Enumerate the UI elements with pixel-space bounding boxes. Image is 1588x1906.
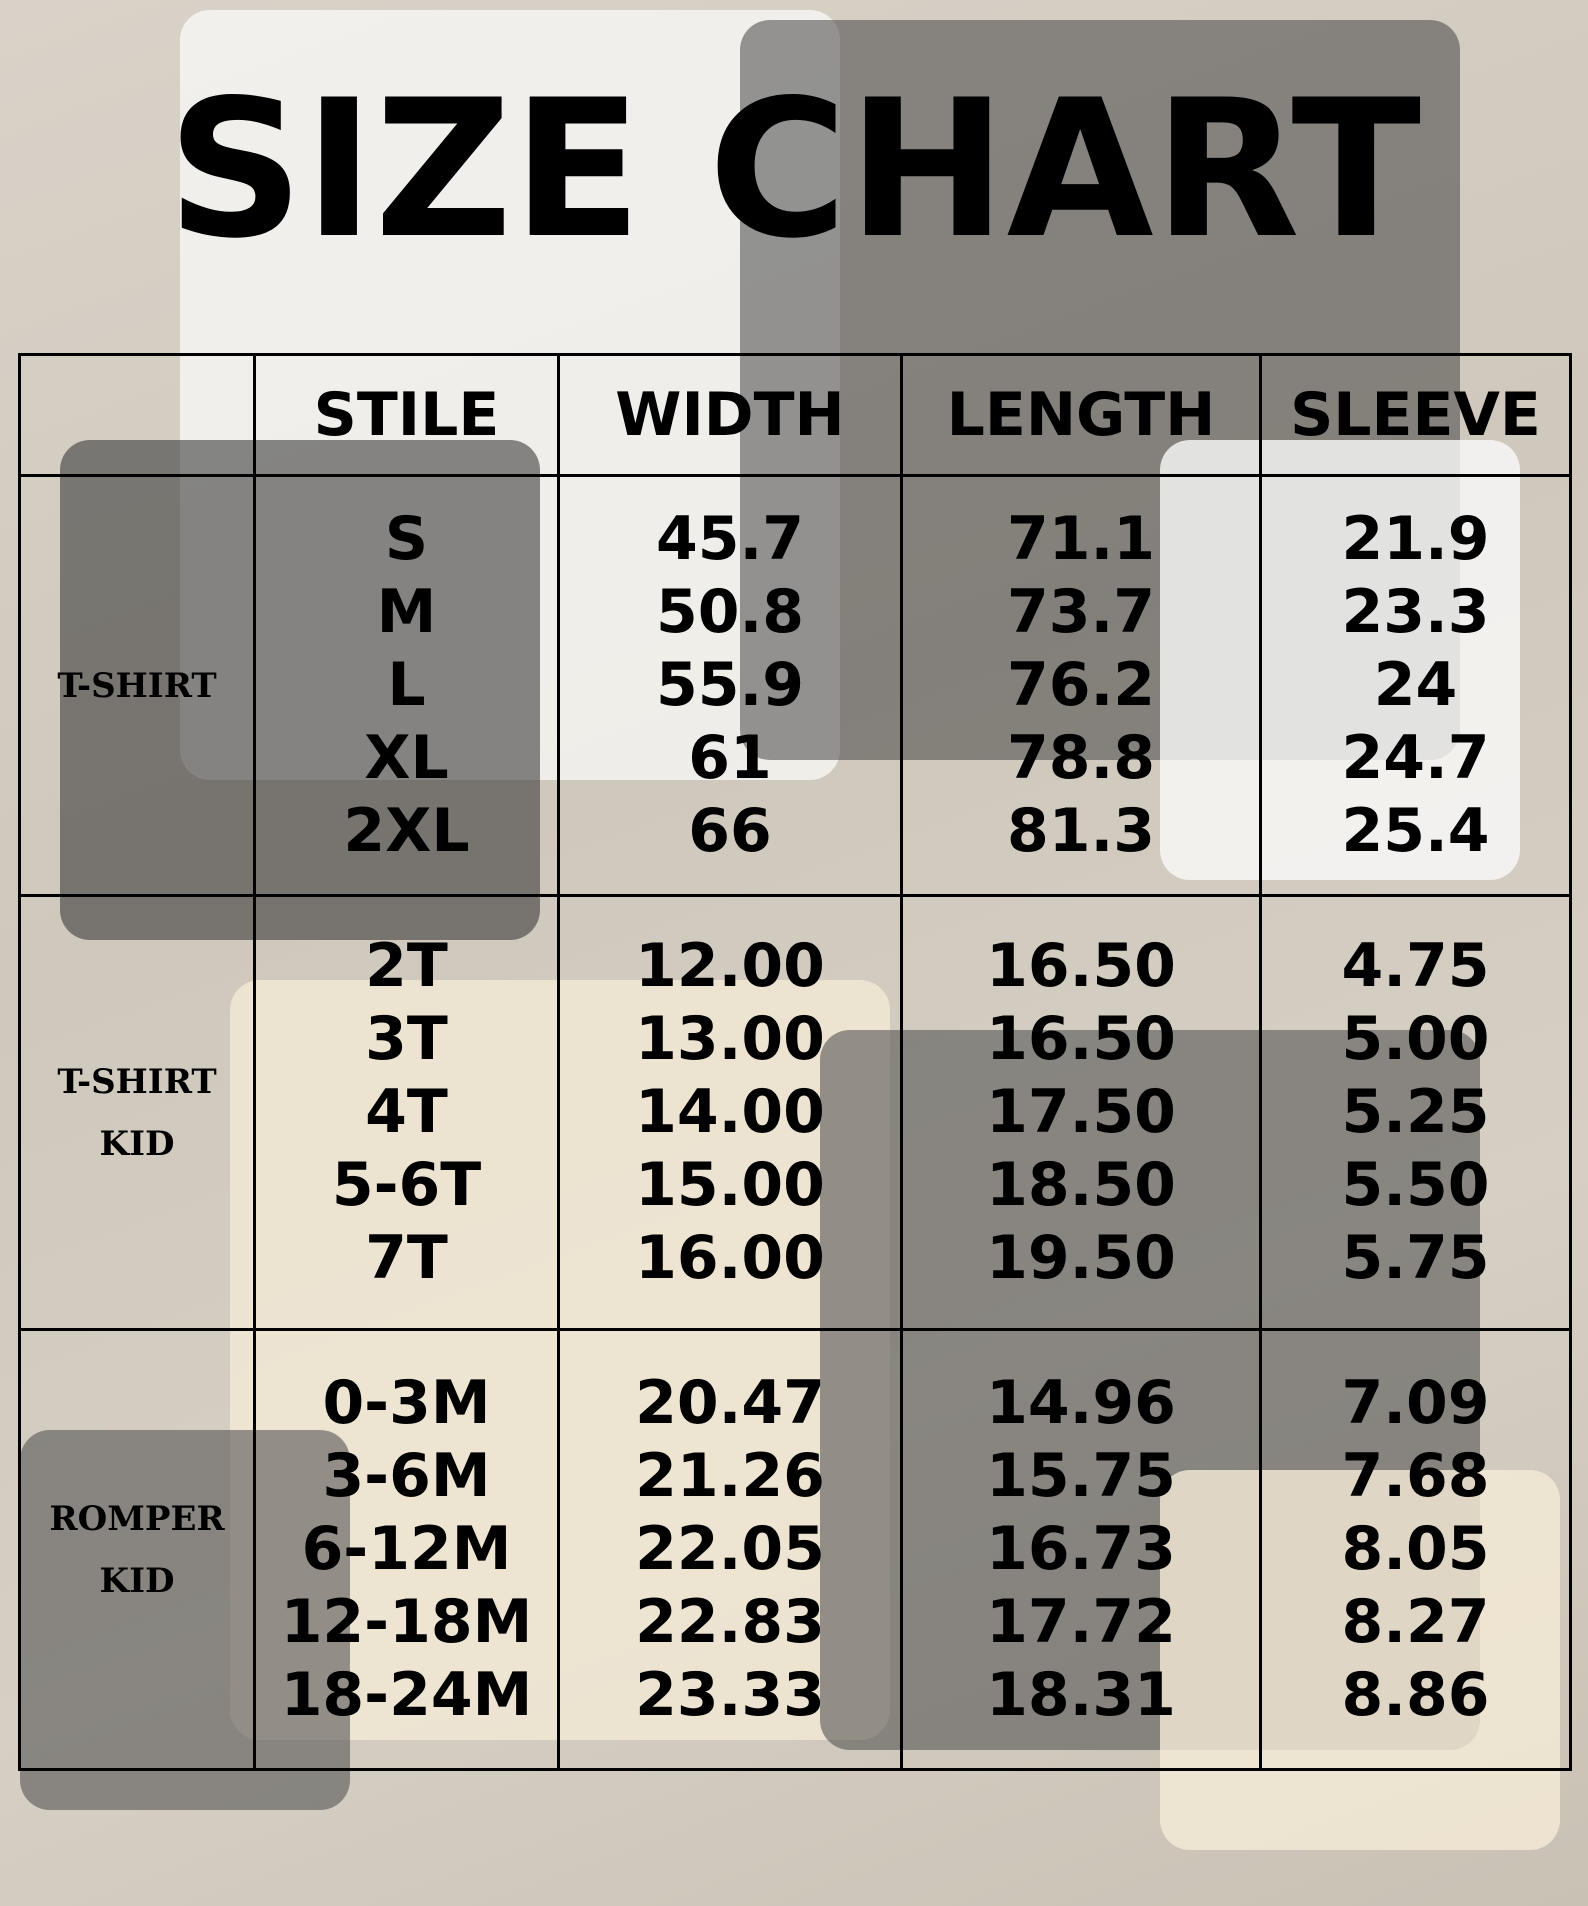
sleeve-cell: 21.9 23.3 24 24.7 25.4 [1259, 474, 1572, 897]
width-value: 61 [688, 723, 772, 793]
length-value: 71.1 [1006, 504, 1156, 574]
sleeve-cell: 7.09 7.68 8.05 8.27 8.86 [1259, 1328, 1572, 1771]
header-empty [18, 353, 256, 477]
header-width: WIDTH [557, 353, 903, 477]
page-title: SIZE CHART [166, 59, 1422, 280]
header-row: STILE WIDTH LENGTH SLEEVE [18, 353, 1572, 477]
width-value: 20.47 [635, 1368, 825, 1438]
header-sleeve: SLEEVE [1259, 353, 1572, 477]
stile-value: S [384, 504, 429, 574]
category-label: ROMPER KID [18, 1328, 256, 1771]
category-label: T-SHIRT [18, 474, 256, 897]
width-value: 45.7 [655, 504, 805, 574]
stile-value: 4T [365, 1077, 448, 1147]
length-value: 16.50 [986, 931, 1176, 1001]
width-value: 13.00 [635, 1004, 825, 1074]
length-cell: 14.96 15.75 16.73 17.72 18.31 [900, 1328, 1262, 1771]
width-value: 23.33 [635, 1660, 825, 1730]
stile-cell: 2T 3T 4T 5-6T 7T [253, 894, 560, 1331]
width-value: 12.00 [635, 931, 825, 1001]
width-cell: 20.47 21.26 22.05 22.83 23.33 [557, 1328, 903, 1771]
sleeve-value: 7.09 [1341, 1368, 1490, 1438]
stile-value: 18-24M [280, 1660, 533, 1730]
width-cell: 12.00 13.00 14.00 15.00 16.00 [557, 894, 903, 1331]
width-value: 55.9 [655, 650, 805, 720]
sleeve-value: 8.27 [1341, 1587, 1490, 1657]
length-value: 16.73 [986, 1514, 1176, 1584]
stile-value: 3T [365, 1004, 448, 1074]
length-value: 73.7 [1006, 577, 1156, 647]
category-label: T-SHIRT KID [18, 894, 256, 1331]
width-cell: 45.7 50.8 55.9 61 66 [557, 474, 903, 897]
length-cell: 71.1 73.7 76.2 78.8 81.3 [900, 474, 1262, 897]
header-length: LENGTH [900, 353, 1262, 477]
table-row: ROMPER KID 0-3M 3-6M 6-12M 12-18M 18-24M 20.47… [18, 1328, 1572, 1771]
length-value: 16.50 [986, 1004, 1176, 1074]
length-value: 17.72 [986, 1587, 1176, 1657]
sleeve-value: 5.50 [1341, 1150, 1490, 1220]
header-stile: STILE [253, 353, 560, 477]
stile-cell: S M L XL 2XL [253, 474, 560, 897]
width-value: 14.00 [635, 1077, 825, 1147]
stile-value: 5-6T [331, 1150, 482, 1220]
sleeve-value: 8.86 [1341, 1660, 1490, 1730]
stile-value: XL [364, 723, 449, 793]
length-value: 81.3 [1006, 796, 1156, 866]
length-value: 17.50 [986, 1077, 1176, 1147]
stile-value: 0-3M [322, 1368, 491, 1438]
sleeve-value: 7.68 [1341, 1441, 1490, 1511]
stile-value: 6-12M [301, 1514, 512, 1584]
sleeve-value: 25.4 [1341, 796, 1490, 866]
stile-value: L [387, 650, 426, 720]
length-cell: 16.50 16.50 17.50 18.50 19.50 [900, 894, 1262, 1331]
width-value: 50.8 [655, 577, 805, 647]
width-value: 66 [688, 796, 772, 866]
sleeve-value: 23.3 [1341, 577, 1490, 647]
length-value: 19.50 [986, 1223, 1176, 1293]
sleeve-value: 24 [1373, 650, 1458, 720]
stile-value: 2T [365, 931, 448, 1001]
width-value: 15.00 [635, 1150, 825, 1220]
width-value: 22.05 [635, 1514, 825, 1584]
length-value: 76.2 [1006, 650, 1156, 720]
stile-value: M [376, 577, 437, 647]
stile-value: 3-6M [322, 1441, 491, 1511]
length-value: 15.75 [986, 1441, 1176, 1511]
table-row: T-SHIRT S M L XL 2XL 45.7 50.8 55.9 61 66 71.1 73.7 7… [18, 474, 1572, 897]
stile-cell: 0-3M 3-6M 6-12M 12-18M 18-24M [253, 1328, 560, 1771]
width-value: 21.26 [635, 1441, 825, 1511]
stile-value: 12-18M [280, 1587, 533, 1657]
sleeve-cell: 4.75 5.00 5.25 5.50 5.75 [1259, 894, 1572, 1331]
width-value: 16.00 [635, 1223, 825, 1293]
sleeve-value: 5.00 [1341, 1004, 1490, 1074]
width-value: 22.83 [635, 1587, 825, 1657]
table-row: T-SHIRT KID 2T 3T 4T 5-6T 7T 12.00 13.00 14.00 15… [18, 894, 1572, 1331]
sleeve-value: 21.9 [1341, 504, 1490, 574]
sleeve-value: 8.05 [1341, 1514, 1490, 1584]
length-value: 18.31 [986, 1660, 1176, 1730]
sleeve-value: 4.75 [1341, 931, 1490, 1001]
stile-value: 2XL [343, 796, 470, 866]
length-value: 14.96 [986, 1368, 1176, 1438]
size-table: STILE WIDTH LENGTH SLEEVE T-SHIRT S M L XL 2X… [18, 353, 1572, 1771]
sleeve-value: 24.7 [1341, 723, 1490, 793]
length-value: 78.8 [1006, 723, 1156, 793]
stile-value: 7T [365, 1223, 448, 1293]
sleeve-value: 5.75 [1341, 1223, 1490, 1293]
length-value: 18.50 [986, 1150, 1176, 1220]
sleeve-value: 5.25 [1341, 1077, 1490, 1147]
